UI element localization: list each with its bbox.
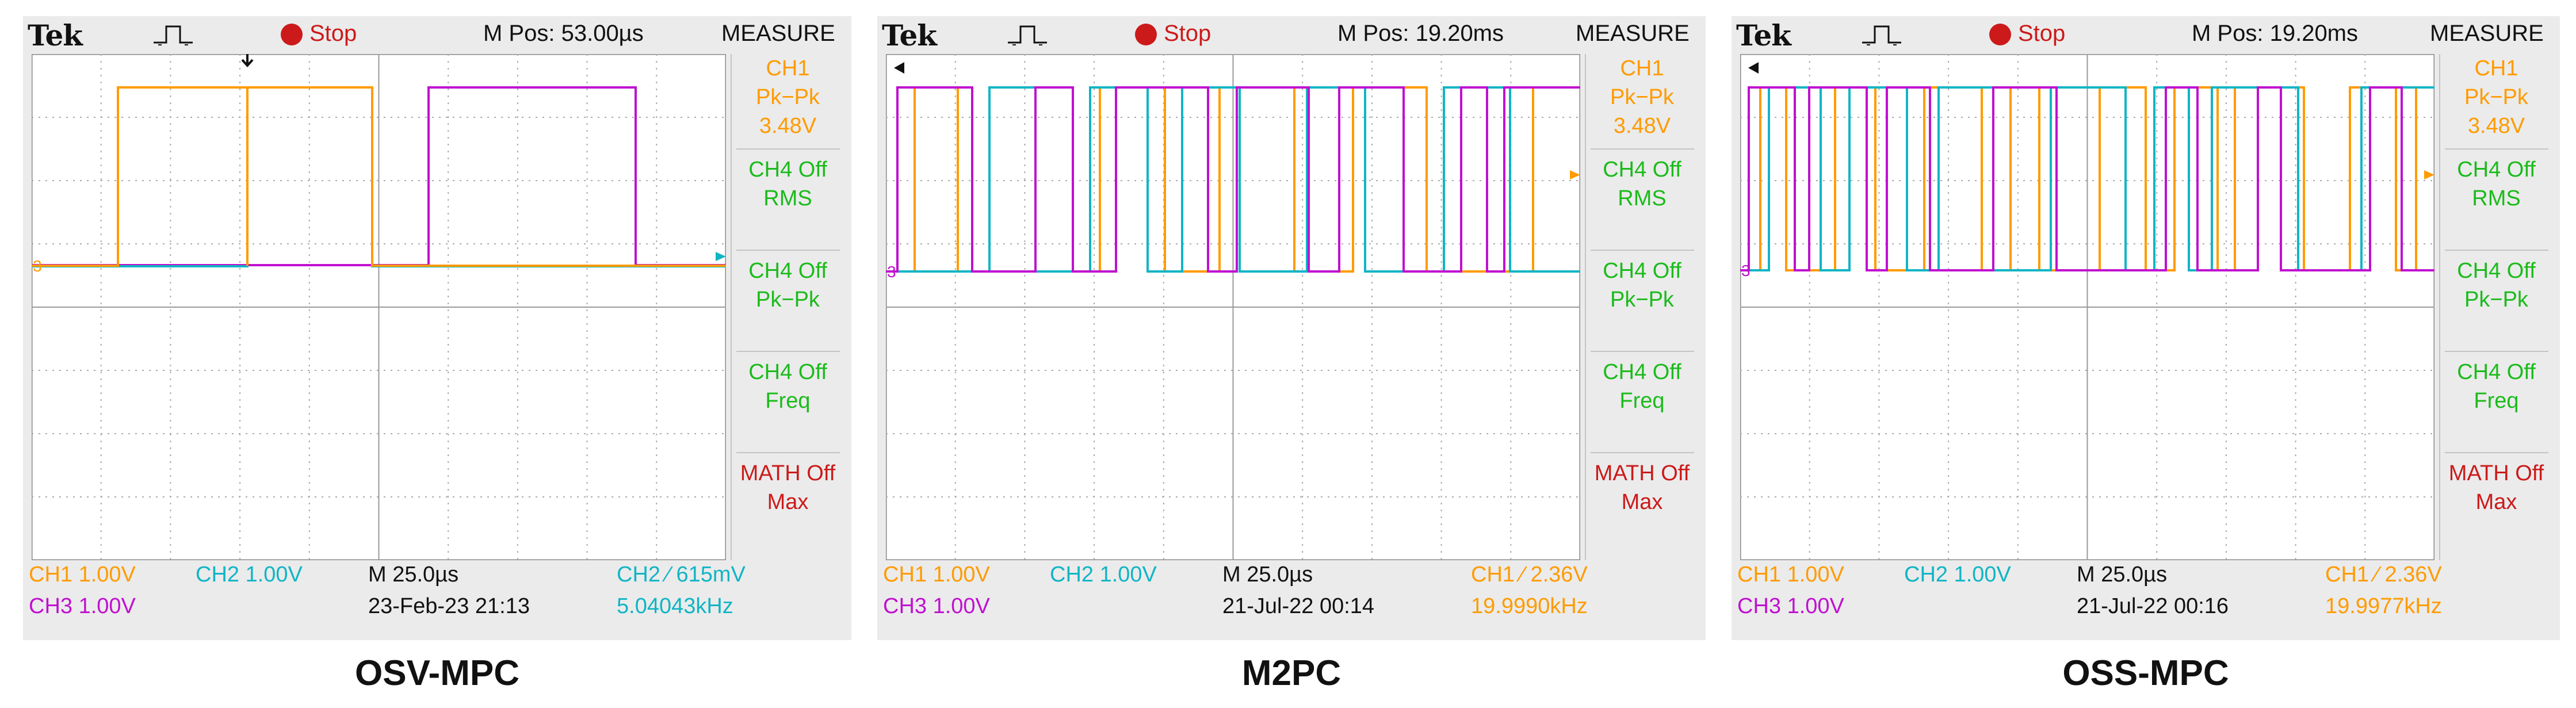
measure-slot-3[interactable]: CH4 Off Pk−Pk bbox=[748, 259, 827, 312]
ch3-trace bbox=[886, 86, 1580, 273]
trigger-frequency: 5.04043kHz bbox=[617, 594, 733, 618]
measure-slot-5[interactable]: MATH Off Max bbox=[1594, 461, 1690, 514]
svg-text:3: 3 bbox=[1741, 262, 1751, 280]
figure-caption: OSV-MPC bbox=[355, 653, 519, 693]
scope-screen-osv-mpc: Tek Stop M Pos: 53.00µs MEASURE 3 bbox=[23, 16, 851, 640]
trigger-position-icon bbox=[241, 54, 254, 67]
measure-divider bbox=[1591, 351, 1694, 352]
timebase: M 25.0µs bbox=[2077, 562, 2168, 587]
brand-logo: Tek bbox=[1736, 18, 1791, 52]
measure-slot-1[interactable]: CH1 Pk−Pk 3.48V bbox=[756, 56, 820, 138]
measure-menu-title: MEASURE bbox=[1576, 21, 1690, 46]
stop-indicator-icon bbox=[281, 24, 303, 45]
scope-header: Tek Stop M Pos: 53.00µs MEASURE bbox=[23, 16, 851, 54]
waveform-graticule: 3 bbox=[1740, 54, 2434, 560]
date-time: 21-Jul-22 00:16 bbox=[2077, 594, 2229, 618]
pulse-trigger-icon bbox=[1008, 25, 1047, 45]
trigger-level: CH2 ∕ 615mV bbox=[617, 562, 746, 587]
measure-divider bbox=[736, 452, 840, 453]
brand-logo: Tek bbox=[28, 18, 83, 52]
measure-slot-5[interactable]: MATH Off Max bbox=[740, 461, 836, 514]
ch3-scale: CH3 1.00V bbox=[883, 594, 990, 618]
measure-divider bbox=[1591, 452, 1694, 453]
svg-text:3: 3 bbox=[887, 263, 896, 281]
trigger-position-icon bbox=[1748, 62, 1759, 74]
horizontal-position: M Pos: 19.20ms bbox=[2192, 21, 2359, 46]
measure-menu-title: MEASURE bbox=[2430, 21, 2544, 46]
ch2-scale: CH2 1.00V bbox=[1050, 562, 1157, 587]
measure-slot-1[interactable]: CH1 Pk−Pk 3.48V bbox=[2464, 56, 2528, 138]
ch1-scale: CH1 1.00V bbox=[883, 562, 990, 587]
measure-panel: CH1 Pk−Pk 3.48V CH4 Off RMS CH4 Off Pk−P… bbox=[1585, 54, 1698, 560]
measure-slot-4[interactable]: CH4 Off Freq bbox=[2457, 360, 2536, 413]
waveform-graticule: 3 bbox=[886, 54, 1580, 560]
acquisition-status: Stop bbox=[309, 21, 357, 46]
trigger-position-icon bbox=[894, 62, 904, 74]
trigger-frequency: 19.9977kHz bbox=[2325, 594, 2442, 618]
trigger-level: CH1 ∕ 2.36V bbox=[2325, 562, 2442, 587]
date-time: 23-Feb-23 21:13 bbox=[368, 594, 530, 618]
measure-divider bbox=[736, 351, 840, 352]
scope-footer: CH1 1.00V CH2 1.00V CH3 1.00V M 25.0µs 2… bbox=[23, 562, 851, 637]
date-time: 21-Jul-22 00:14 bbox=[1222, 594, 1375, 618]
measure-slot-4[interactable]: CH4 Off Freq bbox=[748, 360, 827, 413]
measure-divider bbox=[2445, 452, 2548, 453]
measure-divider bbox=[2445, 148, 2548, 150]
measure-slot-3[interactable]: CH4 Off Pk−Pk bbox=[2457, 259, 2536, 312]
ch1-trace bbox=[886, 86, 1580, 273]
ch1-scale: CH1 1.00V bbox=[1737, 562, 1844, 587]
ch2-scale: CH2 1.00V bbox=[1904, 562, 2011, 587]
measure-slot-4[interactable]: CH4 Off Freq bbox=[1603, 360, 1681, 413]
pulse-trigger-icon bbox=[154, 25, 193, 45]
ch2-scale: CH2 1.00V bbox=[196, 562, 303, 587]
ch3-trace bbox=[1740, 86, 2434, 271]
measure-slot-2[interactable]: CH4 Off RMS bbox=[2457, 158, 2536, 211]
acquisition-status: Stop bbox=[1164, 21, 1211, 46]
acquisition-status: Stop bbox=[2018, 21, 2066, 46]
ch3-scale: CH3 1.00V bbox=[29, 594, 136, 618]
ch1-level-marker-icon bbox=[1570, 170, 1580, 179]
scope-screen-oss-mpc: Tek Stop M Pos: 19.20ms MEASURE 3 bbox=[1732, 16, 2560, 640]
scope-screen-m2pc: Tek Stop M Pos: 19.20ms MEASURE 3 bbox=[877, 16, 1706, 640]
horizontal-position: M Pos: 19.20ms bbox=[1337, 21, 1504, 46]
ch1-trace bbox=[1740, 86, 2434, 271]
svg-text:3: 3 bbox=[33, 257, 42, 275]
timebase: M 25.0µs bbox=[1222, 562, 1313, 587]
ch3-scale: CH3 1.00V bbox=[1737, 594, 1844, 618]
horizontal-position: M Pos: 53.00µs bbox=[483, 21, 644, 46]
ch1-scale: CH1 1.00V bbox=[29, 562, 136, 587]
ch1-trace bbox=[32, 86, 726, 267]
figure-caption: OSS-MPC bbox=[2062, 653, 2229, 693]
figure-caption: M2PC bbox=[1241, 653, 1341, 693]
measure-slot-3[interactable]: CH4 Off Pk−Pk bbox=[1603, 259, 1681, 312]
measure-divider bbox=[1591, 250, 1694, 251]
stop-indicator-icon bbox=[1135, 24, 1157, 45]
measure-divider bbox=[736, 250, 840, 251]
scope-header: Tek Stop M Pos: 19.20ms MEASURE bbox=[1732, 16, 2560, 54]
ch2-trace bbox=[1740, 86, 2434, 271]
ch2-level-marker-icon bbox=[716, 252, 726, 261]
measure-divider bbox=[2445, 250, 2548, 251]
waveform-graticule: 3 bbox=[32, 54, 726, 560]
scope-footer: CH1 1.00V CH2 1.00V CH3 1.00V M 25.0µs 2… bbox=[877, 562, 1706, 637]
measure-slot-5[interactable]: MATH Off Max bbox=[2448, 461, 2544, 514]
scope-footer: CH1 1.00V CH2 1.00V CH3 1.00V M 25.0µs 2… bbox=[1732, 562, 2560, 637]
measure-menu-title: MEASURE bbox=[721, 21, 835, 46]
measure-divider bbox=[2445, 351, 2548, 352]
trigger-frequency: 19.9990kHz bbox=[1471, 594, 1588, 618]
pulse-trigger-icon bbox=[1862, 25, 1901, 45]
trigger-level: CH1 ∕ 2.36V bbox=[1471, 562, 1588, 587]
timebase: M 25.0µs bbox=[368, 562, 459, 587]
measure-panel: CH1 Pk−Pk 3.48V CH4 Off RMS CH4 Off Pk−P… bbox=[731, 54, 844, 560]
measure-slot-2[interactable]: CH4 Off RMS bbox=[748, 158, 827, 211]
measure-divider bbox=[736, 148, 840, 150]
scope-header: Tek Stop M Pos: 19.20ms MEASURE bbox=[877, 16, 1706, 54]
measure-divider bbox=[1591, 148, 1694, 150]
stop-indicator-icon bbox=[1989, 24, 2011, 45]
measure-slot-1[interactable]: CH1 Pk−Pk 3.48V bbox=[1610, 56, 1674, 138]
ch1-level-marker-icon bbox=[2424, 170, 2434, 179]
measure-slot-2[interactable]: CH4 Off RMS bbox=[1603, 158, 1681, 211]
measure-panel: CH1 Pk−Pk 3.48V CH4 Off RMS CH4 Off Pk−P… bbox=[2439, 54, 2552, 560]
brand-logo: Tek bbox=[882, 18, 937, 52]
